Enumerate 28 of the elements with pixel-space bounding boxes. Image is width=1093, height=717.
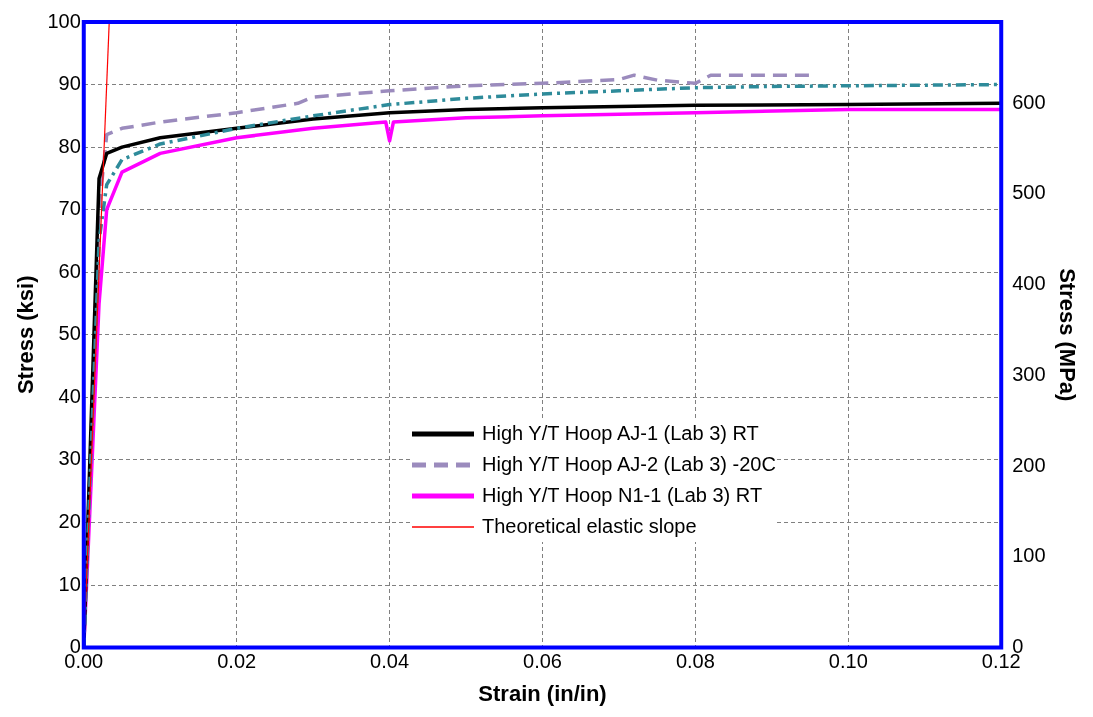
y-tick-label: 80 xyxy=(58,134,81,157)
x-tick-label: 0.08 xyxy=(675,650,715,673)
legend-label: High Y/T Hoop N1-1 (Lab 3) RT xyxy=(482,483,763,508)
y-tick-label: 30 xyxy=(58,447,81,470)
y2-tick-label: 300 xyxy=(1012,362,1046,385)
y-axis-title: Stress (ksi) xyxy=(13,275,39,395)
y2-tick-label: 500 xyxy=(1012,181,1046,204)
y-tick-label: 60 xyxy=(58,259,81,282)
y-tick-label: 100 xyxy=(47,9,81,32)
x-tick-label: 0.06 xyxy=(523,650,562,673)
x-tick-label: 0.04 xyxy=(370,650,410,673)
y-tick-label: 20 xyxy=(58,510,81,532)
y2-axis-title: Stress (MPa) xyxy=(1054,268,1080,402)
x-axis-title: Strain (in/in) xyxy=(478,680,607,706)
y-tick-label: 10 xyxy=(58,572,81,595)
x-tick-label: 0.10 xyxy=(828,650,868,673)
y-tick-label: 40 xyxy=(58,384,81,407)
y2-tick-label: 100 xyxy=(1012,544,1046,567)
y-tick-label: 70 xyxy=(58,197,81,220)
x-tick-label: 0.02 xyxy=(217,650,257,673)
legend-label: Theoretical elastic slope xyxy=(482,514,697,539)
legend-label: High Y/T Hoop AJ-1 (Lab 3) RT xyxy=(482,421,759,446)
y2-tick-label: 400 xyxy=(1012,272,1046,295)
y-tick-label: 90 xyxy=(58,72,81,95)
y2-tick-label: 600 xyxy=(1012,90,1046,113)
y-tick-label: 50 xyxy=(58,322,81,345)
y2-tick-label: 200 xyxy=(1012,453,1046,476)
legend-label: High Y/T Hoop AJ-2 (Lab 3) -20C xyxy=(482,452,776,477)
